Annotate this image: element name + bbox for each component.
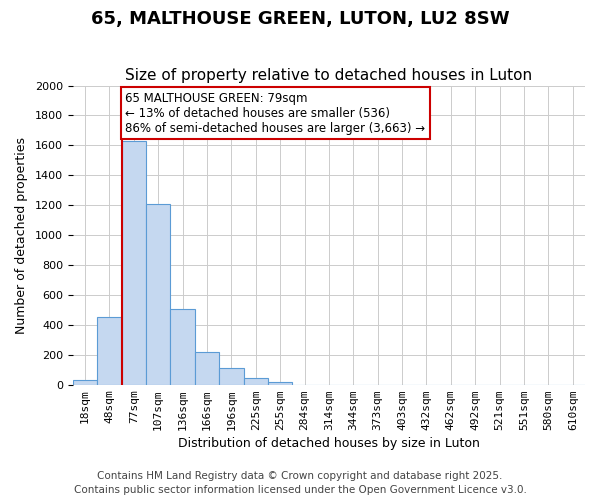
Bar	[244, 378, 268, 384]
Bar	[195, 352, 219, 384]
Bar	[97, 316, 122, 384]
Bar	[170, 309, 195, 384]
Bar	[73, 380, 97, 384]
Text: 65, MALTHOUSE GREEN, LUTON, LU2 8SW: 65, MALTHOUSE GREEN, LUTON, LU2 8SW	[91, 10, 509, 28]
Bar	[122, 141, 146, 384]
Text: 65 MALTHOUSE GREEN: 79sqm
← 13% of detached houses are smaller (536)
86% of semi: 65 MALTHOUSE GREEN: 79sqm ← 13% of detac…	[125, 92, 425, 134]
X-axis label: Distribution of detached houses by size in Luton: Distribution of detached houses by size …	[178, 437, 480, 450]
Bar	[146, 204, 170, 384]
Y-axis label: Number of detached properties: Number of detached properties	[15, 136, 28, 334]
Bar	[268, 382, 292, 384]
Title: Size of property relative to detached houses in Luton: Size of property relative to detached ho…	[125, 68, 532, 83]
Text: Contains HM Land Registry data © Crown copyright and database right 2025.
Contai: Contains HM Land Registry data © Crown c…	[74, 471, 526, 495]
Bar	[219, 368, 244, 384]
